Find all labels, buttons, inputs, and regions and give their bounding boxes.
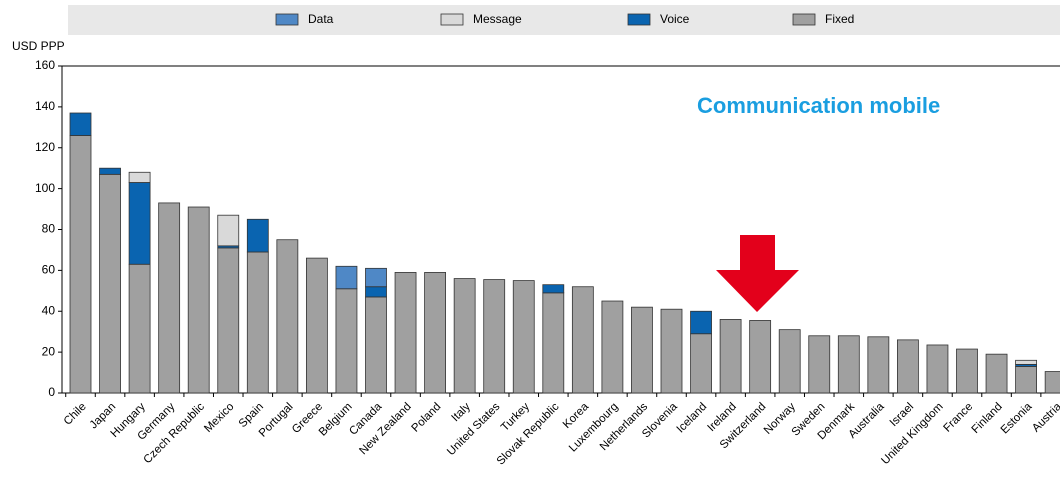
x-tick-label: Poland [410, 401, 444, 435]
legend-label: Fixed [825, 12, 854, 26]
legend-swatch [792, 13, 816, 26]
y-tick-label: 140 [35, 99, 55, 113]
annotation-box [680, 80, 1060, 135]
bar-segment [246, 218, 269, 253]
bar-segment [897, 339, 919, 394]
bar-segment [483, 279, 506, 394]
bar-segment [246, 251, 269, 394]
legend-swatch [627, 13, 651, 26]
bar-segment [335, 288, 358, 394]
x-tick-label: Iceland [675, 401, 710, 436]
bar-segment [305, 257, 328, 394]
bar-segment [690, 310, 712, 335]
bar-segment [956, 348, 978, 394]
y-axis-label: USD PPP [12, 39, 65, 53]
legend-swatch [440, 13, 464, 26]
bar-segment [571, 286, 594, 394]
x-tick-label: United States [445, 401, 502, 458]
bar-segment [778, 329, 801, 394]
bar-segment [128, 263, 151, 394]
x-tick-label: Italy [450, 401, 474, 425]
annotation: Communication mobile [697, 93, 940, 118]
bar-segment [217, 214, 240, 247]
bar-segment [808, 335, 831, 394]
bar-segment [985, 353, 1008, 394]
bar-segment [128, 182, 151, 265]
bar-segment [690, 333, 712, 394]
bar-segment [365, 267, 387, 288]
bar-segment [453, 278, 476, 394]
x-tick-label: Belgium [317, 401, 355, 439]
x-tick-label: Estonia [999, 400, 1035, 436]
bar-segment [69, 135, 92, 394]
legend-label: Data [308, 12, 334, 26]
bar-segment [69, 112, 92, 136]
bar-segment [542, 284, 565, 294]
x-tick-label: France [941, 401, 975, 435]
bar-segment [719, 319, 742, 394]
x-tick-label: Chile [62, 401, 89, 428]
bar-segment [335, 265, 358, 290]
bar-segment [128, 171, 151, 183]
bar-segment [187, 206, 210, 394]
arrow [716, 235, 799, 312]
bar-segment [1044, 371, 1060, 394]
bar-segment [1015, 359, 1037, 365]
bar-segment [926, 344, 949, 394]
bar-segment [99, 167, 121, 175]
bar-segment [365, 296, 387, 394]
bar-segment [217, 247, 240, 394]
x-tick-label: Mexico [202, 401, 236, 435]
bar-segment [394, 272, 417, 394]
bar-segment [837, 335, 860, 394]
bar-segment [158, 202, 181, 394]
y-tick-label: 120 [35, 140, 55, 154]
bar-segment [424, 272, 447, 394]
bar-segment [365, 286, 387, 298]
y-tick-label: 40 [42, 303, 56, 317]
legend-label: Message [473, 12, 522, 26]
y-tick-label: 160 [35, 58, 55, 72]
y-tick-label: 20 [42, 344, 56, 358]
legend-background [68, 5, 1060, 35]
bar-segment [99, 173, 121, 394]
y-tick-label: 80 [42, 222, 56, 236]
bar-segment [512, 280, 535, 394]
legend-label: Voice [660, 12, 690, 26]
x-tick-label: Finland [970, 401, 1005, 436]
y-tick-label: 60 [42, 263, 56, 277]
x-tick-label: Austria [1030, 400, 1060, 434]
bar-segment [867, 336, 890, 394]
x-tick-label: New Zealand [357, 401, 413, 457]
bar-segment [1015, 366, 1037, 394]
bar-segment [276, 239, 299, 394]
y-tick-label: 100 [35, 181, 55, 195]
bar-segment [749, 320, 772, 394]
bar-segment [660, 308, 683, 394]
bar-segment [542, 292, 565, 394]
bar-segment [601, 300, 624, 394]
y-tick-label: 0 [48, 385, 55, 399]
bar-segment [631, 306, 653, 394]
legend-swatch [275, 13, 299, 26]
